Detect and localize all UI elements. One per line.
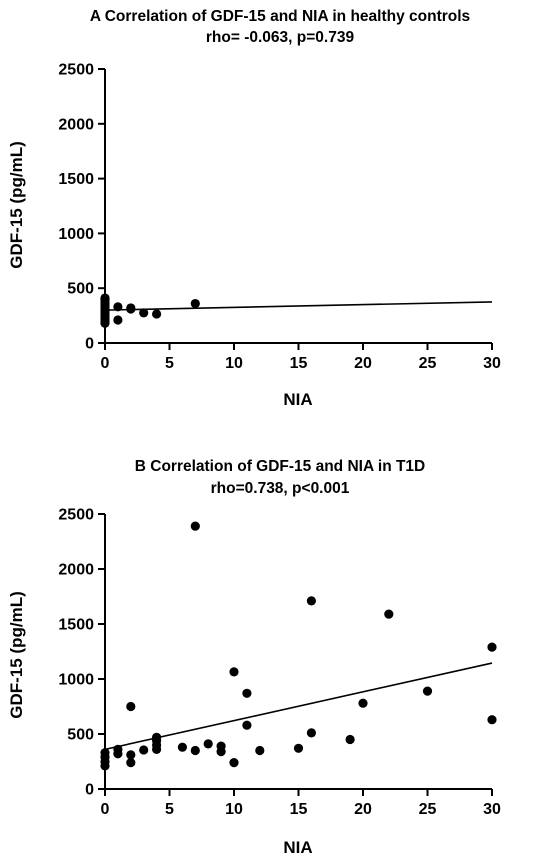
panel-a-x-tick-label: 15	[290, 355, 308, 372]
panel-a-x-axis-label: NIA	[283, 390, 312, 409]
panel-b-data-point	[384, 609, 394, 619]
panel-b-y-tick-label: 1500	[58, 617, 94, 634]
panel-b-data-point	[242, 720, 252, 730]
panel-a-x-tick-label: 30	[483, 355, 501, 372]
panel-a-data-point	[139, 308, 149, 318]
panel-a-x-tick-label: 0	[101, 355, 110, 372]
panel-b-y-axis-label: GDF-15 (pg/mL)	[7, 591, 26, 719]
panel-b-data-point	[100, 748, 110, 758]
panel-b-title: B Correlation of GDF-15 and NIA in T1D	[135, 458, 426, 475]
panel-b-x-tick-label: 30	[483, 801, 501, 818]
panel-b-x-tick-label: 20	[354, 801, 372, 818]
panel-a-fit-line	[104, 301, 493, 311]
panel-b-data-point	[190, 521, 200, 531]
panel-b-data-point	[487, 715, 497, 725]
panel-b-x-tick-label: 0	[101, 801, 110, 818]
panel-b-data-point	[306, 728, 316, 738]
panel-b-y-tick-label: 2000	[58, 562, 94, 579]
panel-b-x-tick-label: 5	[165, 801, 174, 818]
panel-a-y-tick-label: 1500	[58, 171, 94, 188]
panel-a-y-tick-label: 0	[85, 336, 94, 353]
panel-a-x-tick-label: 10	[225, 355, 243, 372]
panel-a: A Correlation of GDF-15 and NIA in healt…	[7, 8, 501, 409]
panel-b-data-point	[229, 667, 239, 677]
panel-a-data-point	[113, 315, 123, 325]
panel-a-plot-area: 0 500 1000 1500 2000 2500 0 5 10 15 20 25 30	[58, 62, 501, 373]
panel-b-data-point	[293, 743, 304, 753]
panel-a-subtitle: rho= -0.063, p=0.739	[206, 29, 355, 46]
panel-a-y-tick-label: 2500	[58, 62, 94, 79]
panel-b-data-point	[113, 744, 123, 755]
panel-b-y-tick-label: 0	[85, 782, 94, 799]
panel-b: B Correlation of GDF-15 and NIA in T1D r…	[7, 458, 501, 857]
panel-a-x-tick-label: 5	[165, 355, 174, 372]
panel-b-x-tick-label: 10	[225, 801, 243, 818]
panel-a-data-point	[190, 298, 200, 309]
panel-a-y-tick-label: 500	[67, 281, 94, 298]
panel-a-data-point	[152, 309, 162, 319]
panel-b-data-point	[126, 758, 136, 768]
panel-a-title: A Correlation of GDF-15 and NIA in healt…	[90, 8, 470, 25]
panel-b-data-point	[242, 688, 252, 698]
panel-b-data-point	[126, 701, 136, 712]
panel-b-y-tick-label: 2500	[58, 507, 94, 524]
panel-b-subtitle: rho=0.738, p<0.001	[211, 480, 350, 497]
panel-b-x-tick-label: 15	[290, 801, 308, 818]
panel-b-data-point	[345, 734, 355, 745]
panel-b-y-tick-label: 1000	[58, 672, 94, 689]
panel-b-y-tick-label: 500	[67, 727, 94, 744]
panel-a-data-point	[126, 303, 136, 313]
panel-b-data-point	[358, 698, 368, 708]
panel-b-data-point	[306, 596, 316, 606]
panel-b-data-point	[203, 739, 213, 749]
panel-a-y-tick-label: 2000	[58, 116, 94, 133]
panel-b-data-point	[126, 750, 136, 760]
panel-b-data-point	[255, 745, 265, 756]
panel-b-data-point	[216, 741, 226, 751]
panel-b-data-point	[190, 745, 200, 756]
panel-b-data-point	[229, 758, 239, 768]
panel-b-x-tick-label: 25	[419, 801, 437, 818]
panel-a-x-tick-label: 25	[419, 355, 437, 372]
panel-b-fit-line	[104, 662, 493, 751]
panel-a-x-tick-label: 20	[354, 355, 372, 372]
panel-a-y-tick-label: 1000	[58, 226, 94, 243]
panel-b-data-point	[422, 686, 433, 696]
panel-a-data-point	[113, 302, 123, 312]
panel-b-data-point	[177, 742, 187, 752]
panel-b-plot-area: 0 500 1000 1500 2000 2500 0 5 10 15 20 25 30	[58, 507, 501, 819]
panel-b-data-point	[139, 745, 149, 755]
panel-a-data-point	[100, 293, 110, 303]
panel-a-y-axis-label: GDF-15 (pg/mL)	[7, 141, 26, 269]
panel-b-data-point	[487, 642, 497, 652]
panel-b-x-axis-label: NIA	[283, 838, 312, 857]
panel-b-data-point	[152, 732, 162, 742]
